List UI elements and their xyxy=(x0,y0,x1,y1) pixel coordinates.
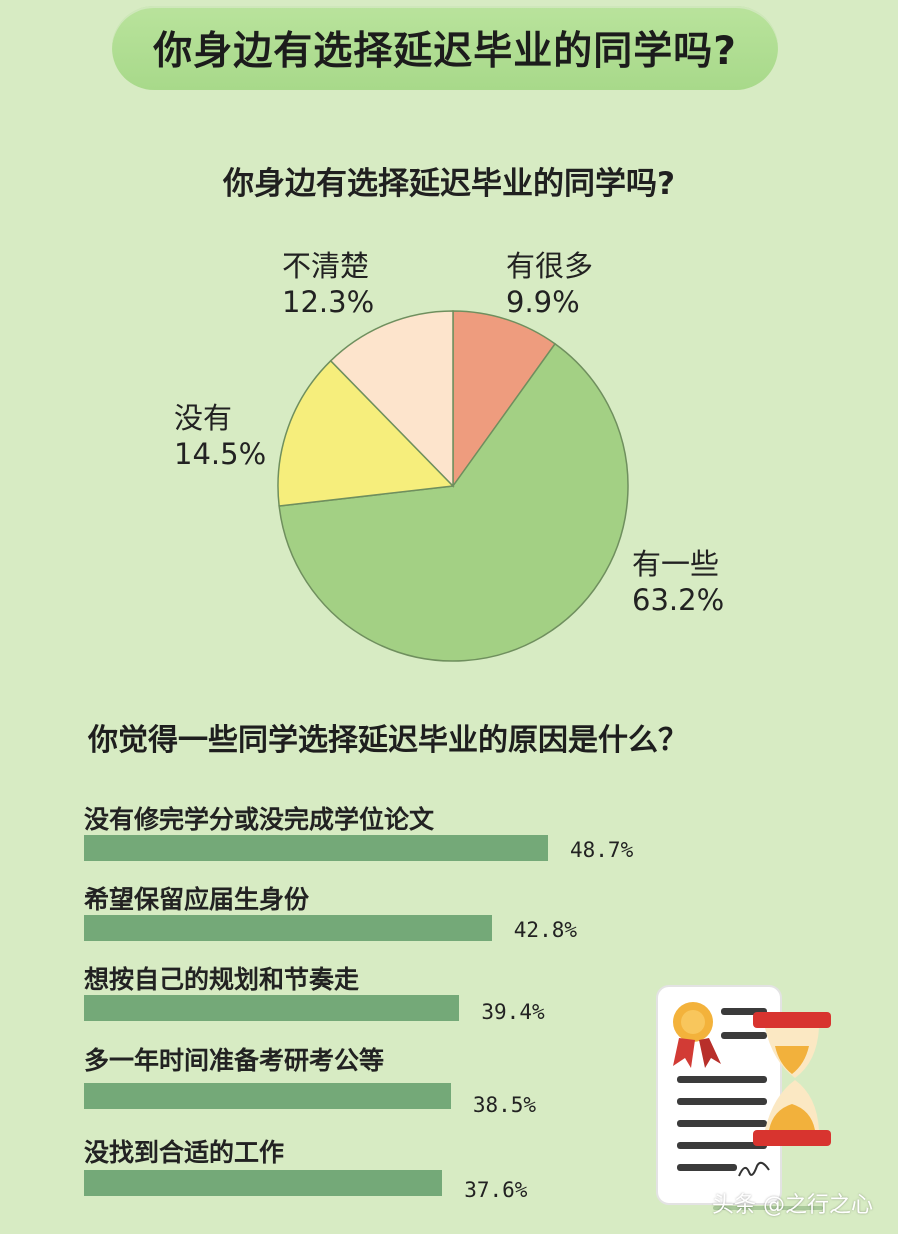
pie-chart xyxy=(277,310,629,662)
bar-category-label: 没找到合适的工作 xyxy=(84,1138,285,1167)
bar-category-label: 想按自己的规划和节奏走 xyxy=(84,965,360,994)
pie-label-value: 63.2% xyxy=(632,583,725,617)
bar xyxy=(84,1083,451,1109)
bar-chart-title: 你觉得一些同学选择延迟毕业的原因是什么？ xyxy=(88,723,688,758)
bar-value-label: 37.6% xyxy=(464,1178,528,1202)
pie-label-value: 14.5% xyxy=(174,437,267,471)
pie-chart-title: 你身边有选择延迟毕业的同学吗? xyxy=(223,166,675,202)
bar-value-label: 48.7% xyxy=(570,838,634,862)
bar-category-label: 多一年时间准备考研考公等 xyxy=(84,1046,385,1075)
certificate-hourglass-illustration xyxy=(656,985,831,1210)
bar-category-label: 没有修完学分或没完成学位论文 xyxy=(84,805,435,834)
bar xyxy=(84,1170,443,1196)
pie-label-value: 12.3% xyxy=(282,285,375,319)
pie-label-unclear: 不清楚 12.3% xyxy=(282,248,374,320)
pie-slice xyxy=(277,359,455,507)
bar xyxy=(84,995,460,1021)
bar xyxy=(84,915,492,941)
pie-slice xyxy=(452,310,557,489)
pie-label-text: 没有 xyxy=(174,401,233,435)
watermark: 头条 @之行之心 xyxy=(712,1193,873,1218)
pie-label-text: 有一些 xyxy=(632,547,720,581)
pie-slice xyxy=(329,310,454,488)
bar xyxy=(84,835,548,861)
pie-label-value: 9.9% xyxy=(506,285,580,319)
bar-value-label: 39.4% xyxy=(481,1000,545,1024)
pie-label-some: 有一些 63.2% xyxy=(632,546,724,618)
bar-value-label: 38.5% xyxy=(472,1093,537,1117)
pie-label-text: 有很多 xyxy=(506,249,594,283)
bar-category-label: 希望保留应届生身份 xyxy=(84,885,310,914)
pie-slice xyxy=(278,342,629,662)
pie-label-text: 不清楚 xyxy=(282,249,370,283)
title-banner: 你身边有选择延迟毕业的同学吗? xyxy=(112,6,778,90)
pie-label-none: 没有 14.5% xyxy=(174,400,266,472)
banner-title: 你身边有选择延迟毕业的同学吗? xyxy=(153,29,737,74)
pie-label-many: 有很多 9.9% xyxy=(506,248,593,320)
bar-value-label: 42.8% xyxy=(513,918,577,942)
